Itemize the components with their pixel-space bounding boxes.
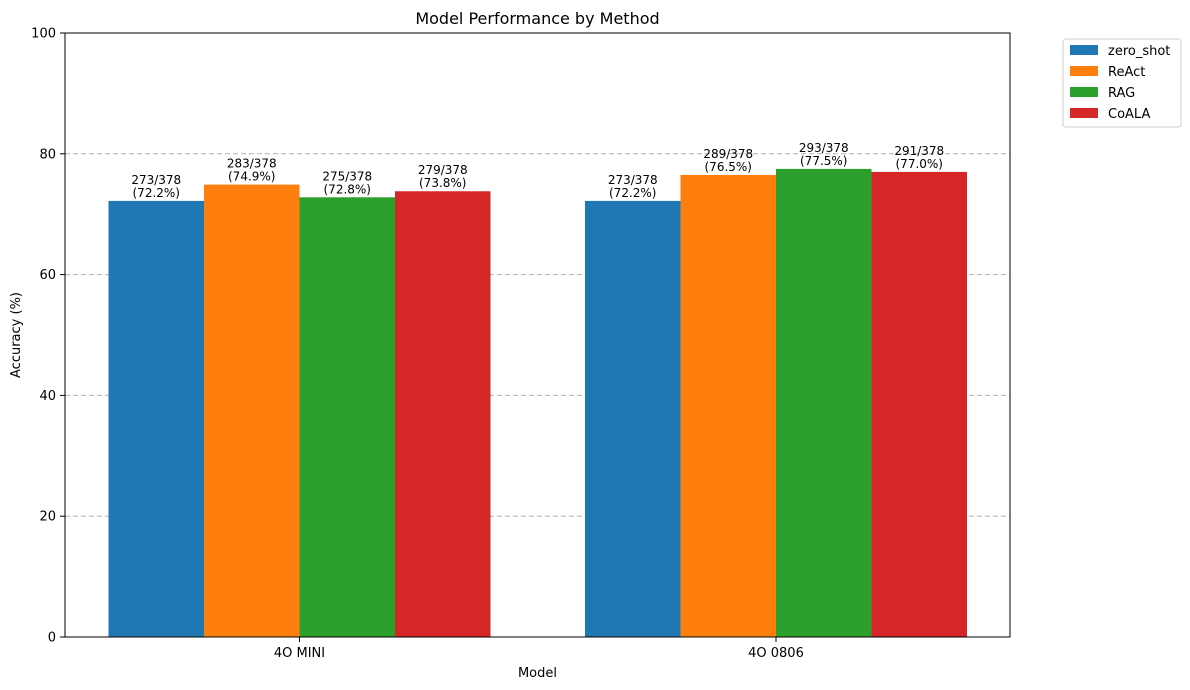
legend-swatch-CoALA xyxy=(1070,108,1098,118)
data-label-percent: (77.0%) xyxy=(896,157,943,171)
y-tick-label: 60 xyxy=(39,268,56,283)
data-label-percent: (72.8%) xyxy=(324,182,371,196)
bar-zero_shot-0 xyxy=(108,200,204,638)
bar-CoALA-0 xyxy=(395,191,491,638)
y-tick-label: 20 xyxy=(39,510,56,525)
legend-swatch-RAG xyxy=(1070,87,1098,97)
bar-zero_shot-1 xyxy=(585,200,681,638)
y-tick-label: 80 xyxy=(39,147,56,162)
data-label-count: 289/378 xyxy=(703,147,753,161)
bars xyxy=(108,168,967,638)
plot-frame xyxy=(64,32,1011,638)
bar-RAG-0 xyxy=(299,197,395,637)
legend-label-CoALA: CoALA xyxy=(1108,107,1150,122)
data-label-percent: (77.5%) xyxy=(800,154,847,168)
data-label-count: 273/378 xyxy=(131,173,181,187)
data-label-count: 273/378 xyxy=(608,173,658,187)
chart-title: Model Performance by Method xyxy=(415,9,659,28)
data-label-percent: (76.5%) xyxy=(705,160,752,174)
legend-label-zero_shot: zero_shot xyxy=(1108,44,1170,59)
bar-CoALA-1 xyxy=(871,171,967,638)
legend-label-RAG: RAG xyxy=(1108,86,1135,101)
data-label-count: 279/378 xyxy=(418,163,468,177)
data-label-count: 275/378 xyxy=(322,169,372,183)
x-tick-label: 4O 0806 xyxy=(748,646,804,661)
data-label-count: 291/378 xyxy=(894,144,944,158)
data-label-percent: (72.2%) xyxy=(609,186,656,200)
legend-label-ReAct: ReAct xyxy=(1108,65,1145,80)
x-tick-label: 4O MINI xyxy=(274,646,325,661)
data-labels: 273/378(72.2%)283/378(74.9%) 275/378(72.8… xyxy=(131,141,944,200)
data-label-percent: (72.2%) xyxy=(133,186,180,200)
legend-swatch-ReAct xyxy=(1070,66,1098,76)
legend-swatch-zero_shot xyxy=(1070,45,1098,55)
y-tick-label: 0 xyxy=(48,631,56,646)
y-axis: 0 20 40 60 80 100 xyxy=(31,27,65,646)
legend: zero_shot ReAct RAG CoALA xyxy=(1062,38,1182,128)
bar-ReAct-0 xyxy=(204,184,300,637)
data-label-percent: (73.8%) xyxy=(419,176,466,190)
bar-ReAct-1 xyxy=(680,174,776,637)
bar-RAG-1 xyxy=(776,168,872,637)
x-axis: 4O MINI 4O 0806 xyxy=(274,637,804,661)
data-label-percent: (74.9%) xyxy=(228,170,275,184)
y-tick-label: 100 xyxy=(31,27,56,42)
y-tick-label: 40 xyxy=(39,389,56,404)
data-label-count: 283/378 xyxy=(227,157,277,171)
legend-box xyxy=(1062,38,1182,128)
data-label-count: 293/378 xyxy=(799,141,849,155)
y-axis-title: Accuracy (%) xyxy=(9,292,24,378)
x-axis-title: Model xyxy=(518,666,557,681)
